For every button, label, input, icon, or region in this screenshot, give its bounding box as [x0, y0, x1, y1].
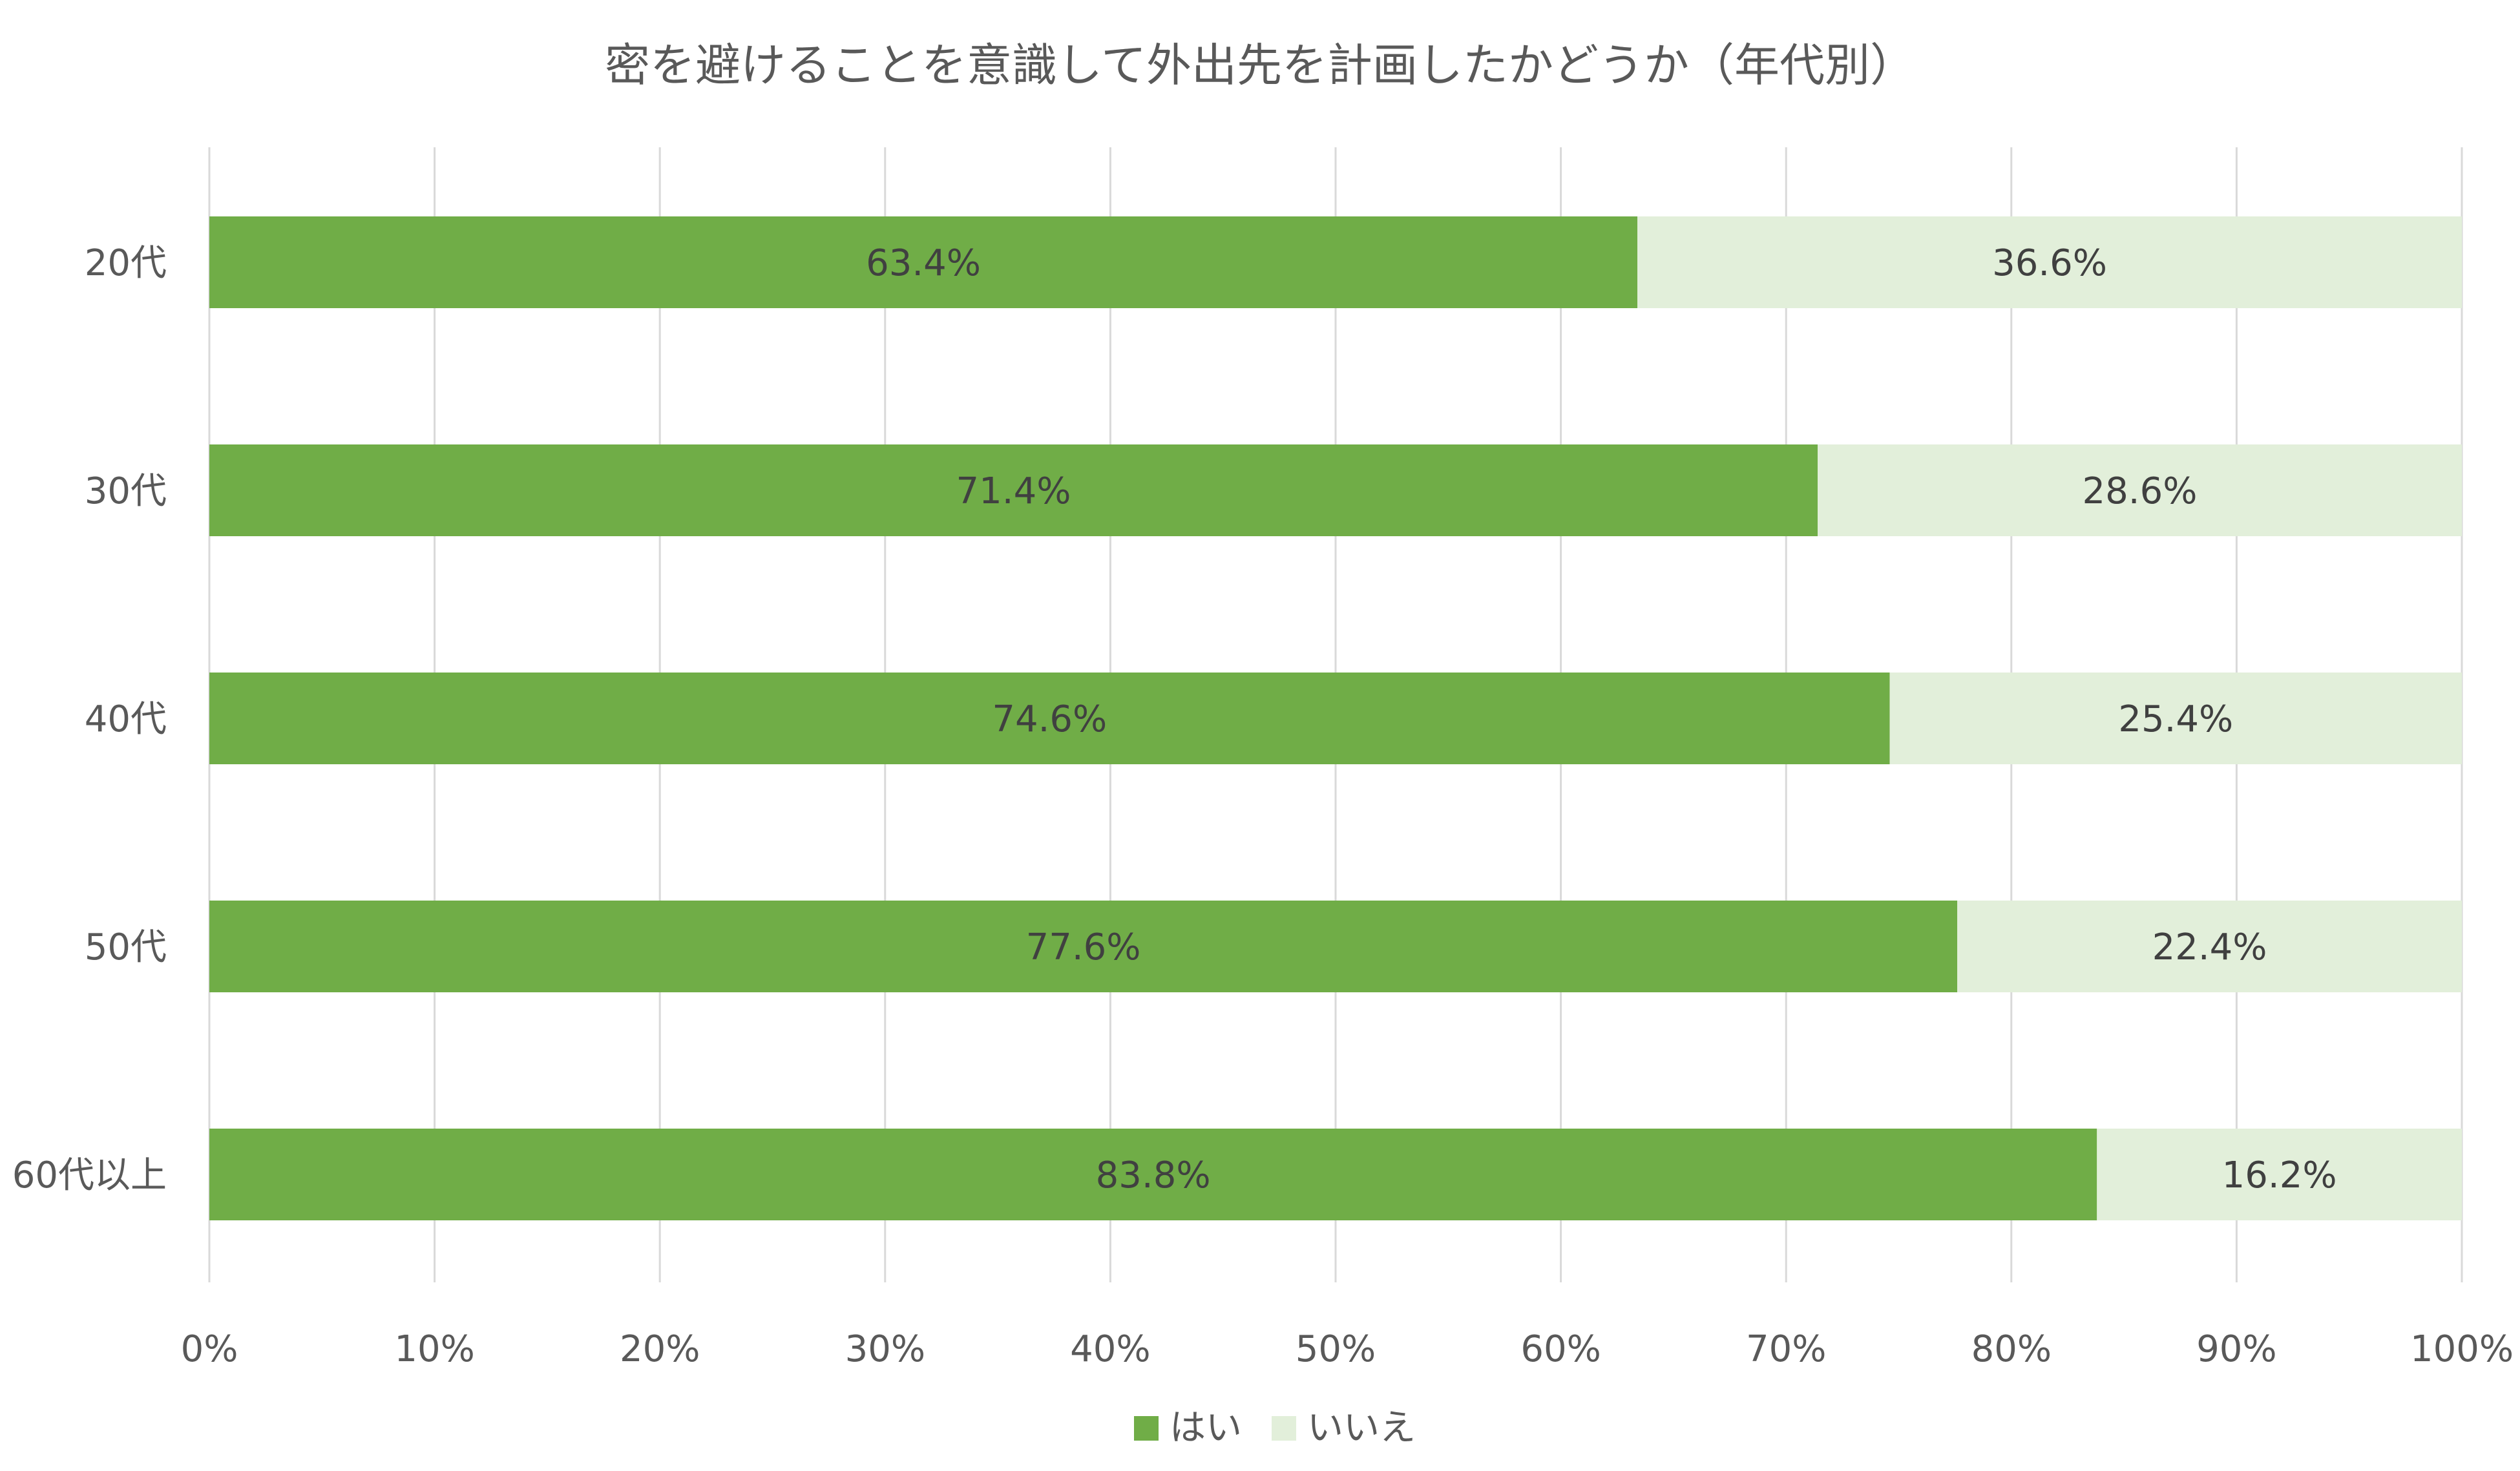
axes: 0% 10% 20% 30% 40% 50% 60% 70% 80% 90% 100% 20代 30代 4…	[12, 242, 2514, 1370]
category-label: 40代	[85, 698, 167, 740]
bar-segment	[209, 1129, 2097, 1220]
data-label: 74.6%	[992, 698, 1107, 740]
data-labels: 63.4% 36.6% 71.4% 28.6% 74.6% 25.4% 77.6% 22.4%…	[866, 242, 2336, 1196]
category-label: 30代	[85, 470, 167, 512]
data-label: 36.6%	[1992, 242, 2107, 284]
bar-segment	[209, 444, 1818, 536]
bar-segment	[1889, 673, 2462, 764]
x-tick-label: 40%	[1070, 1328, 1150, 1370]
bar-segment	[1637, 216, 2462, 308]
data-label: 63.4%	[866, 242, 981, 284]
chart-title: 密を避けることを意識して外出先を計画したかどうか（年代別）	[605, 39, 1915, 92]
data-label: 71.4%	[956, 470, 1071, 512]
data-label: 28.6%	[2083, 470, 2198, 512]
bar-segment	[209, 673, 1890, 764]
x-tick-label: 50%	[1296, 1328, 1376, 1370]
bar-segment	[2097, 1129, 2462, 1220]
bar-segment	[209, 901, 1958, 992]
data-label: 16.2%	[2222, 1154, 2337, 1196]
legend-swatch	[1134, 1416, 1159, 1441]
category-label: 20代	[85, 242, 167, 284]
x-tick-label: 100%	[2410, 1328, 2514, 1370]
data-label: 25.4%	[2118, 698, 2233, 740]
bar-segment	[209, 216, 1638, 308]
data-label: 77.6%	[1026, 926, 1141, 968]
x-tick-label: 90%	[2196, 1328, 2276, 1370]
bar-segment	[1957, 901, 2462, 992]
legend-label: いいえ	[1307, 1407, 1416, 1449]
legend: はい いいえ	[1134, 1407, 1416, 1449]
x-tick-label: 80%	[1971, 1328, 2052, 1370]
x-tick-label: 10%	[394, 1328, 474, 1370]
legend-swatch	[1272, 1416, 1296, 1441]
bar-segment	[1818, 444, 2462, 536]
data-label: 83.8%	[1096, 1154, 1211, 1196]
x-tick-label: 0%	[181, 1328, 238, 1370]
x-tick-label: 70%	[1746, 1328, 1826, 1370]
x-tick-label: 60%	[1520, 1328, 1601, 1370]
x-tick-label: 20%	[620, 1328, 700, 1370]
category-label: 50代	[85, 926, 167, 968]
legend-label: はい	[1170, 1407, 1242, 1449]
bars	[209, 216, 2462, 1220]
x-tick-label: 30%	[845, 1328, 925, 1370]
data-label: 22.4%	[2152, 926, 2267, 968]
category-label: 60代以上	[12, 1154, 167, 1196]
